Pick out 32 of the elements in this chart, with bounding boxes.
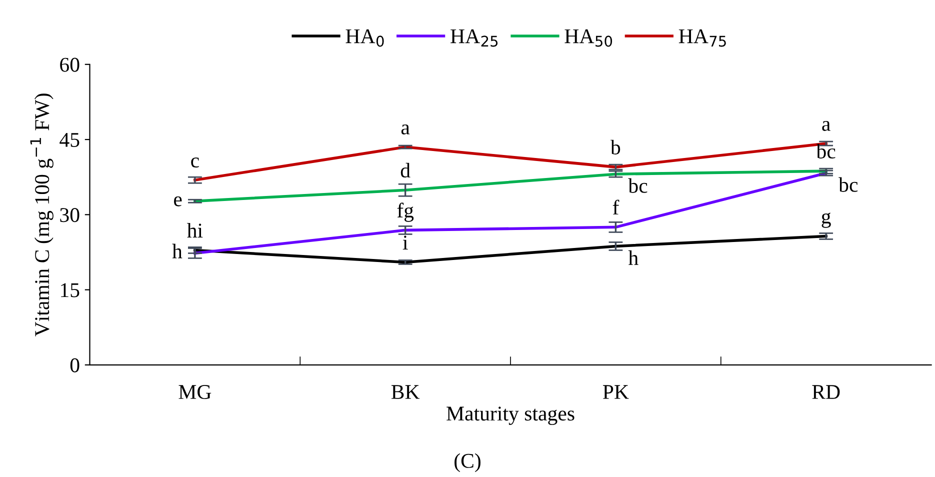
x-tick-label: MG	[178, 385, 212, 400]
x-tick-label: RD	[812, 385, 840, 399]
annotation: a	[822, 120, 830, 131]
annotation: hi	[187, 222, 203, 238]
annotation: h	[172, 244, 182, 258]
x-tick-label: BK	[391, 385, 420, 399]
annotation: c	[191, 158, 199, 168]
y-tick-label: 60	[60, 58, 80, 72]
annotation: h	[628, 250, 638, 265]
annotation: b	[610, 140, 620, 155]
y-tick-label: 0	[70, 358, 80, 372]
legend-label: HA$_{0}$	[346, 29, 384, 47]
annotation: a	[401, 124, 410, 134]
y-axis-title: Vitamin C (mg 100 g$^{−1}$ FW)	[30, 94, 54, 336]
y-tick-label: 45	[60, 133, 80, 147]
y-tick-label: 15	[61, 283, 80, 298]
legend-label: HA$_{75}$	[678, 29, 726, 47]
legend-label: HA$_{25}$	[450, 29, 498, 47]
annotation: bc	[628, 178, 648, 193]
x-tick-label: PK	[602, 385, 629, 399]
annotation: bc	[816, 144, 836, 159]
annotation: g	[822, 212, 831, 228]
legend-label: HA$_{50}$	[564, 29, 612, 47]
annotation: f	[612, 200, 620, 214]
annotation: e	[174, 196, 182, 206]
y-tick-label: 30	[60, 208, 80, 222]
annotation: bc	[838, 177, 858, 192]
x-axis-title: Maturity stages	[446, 406, 574, 425]
annotation: d	[400, 162, 410, 178]
annotation: fg	[397, 202, 414, 222]
text: (C)	[454, 453, 480, 472]
annotation: i	[402, 236, 408, 250]
